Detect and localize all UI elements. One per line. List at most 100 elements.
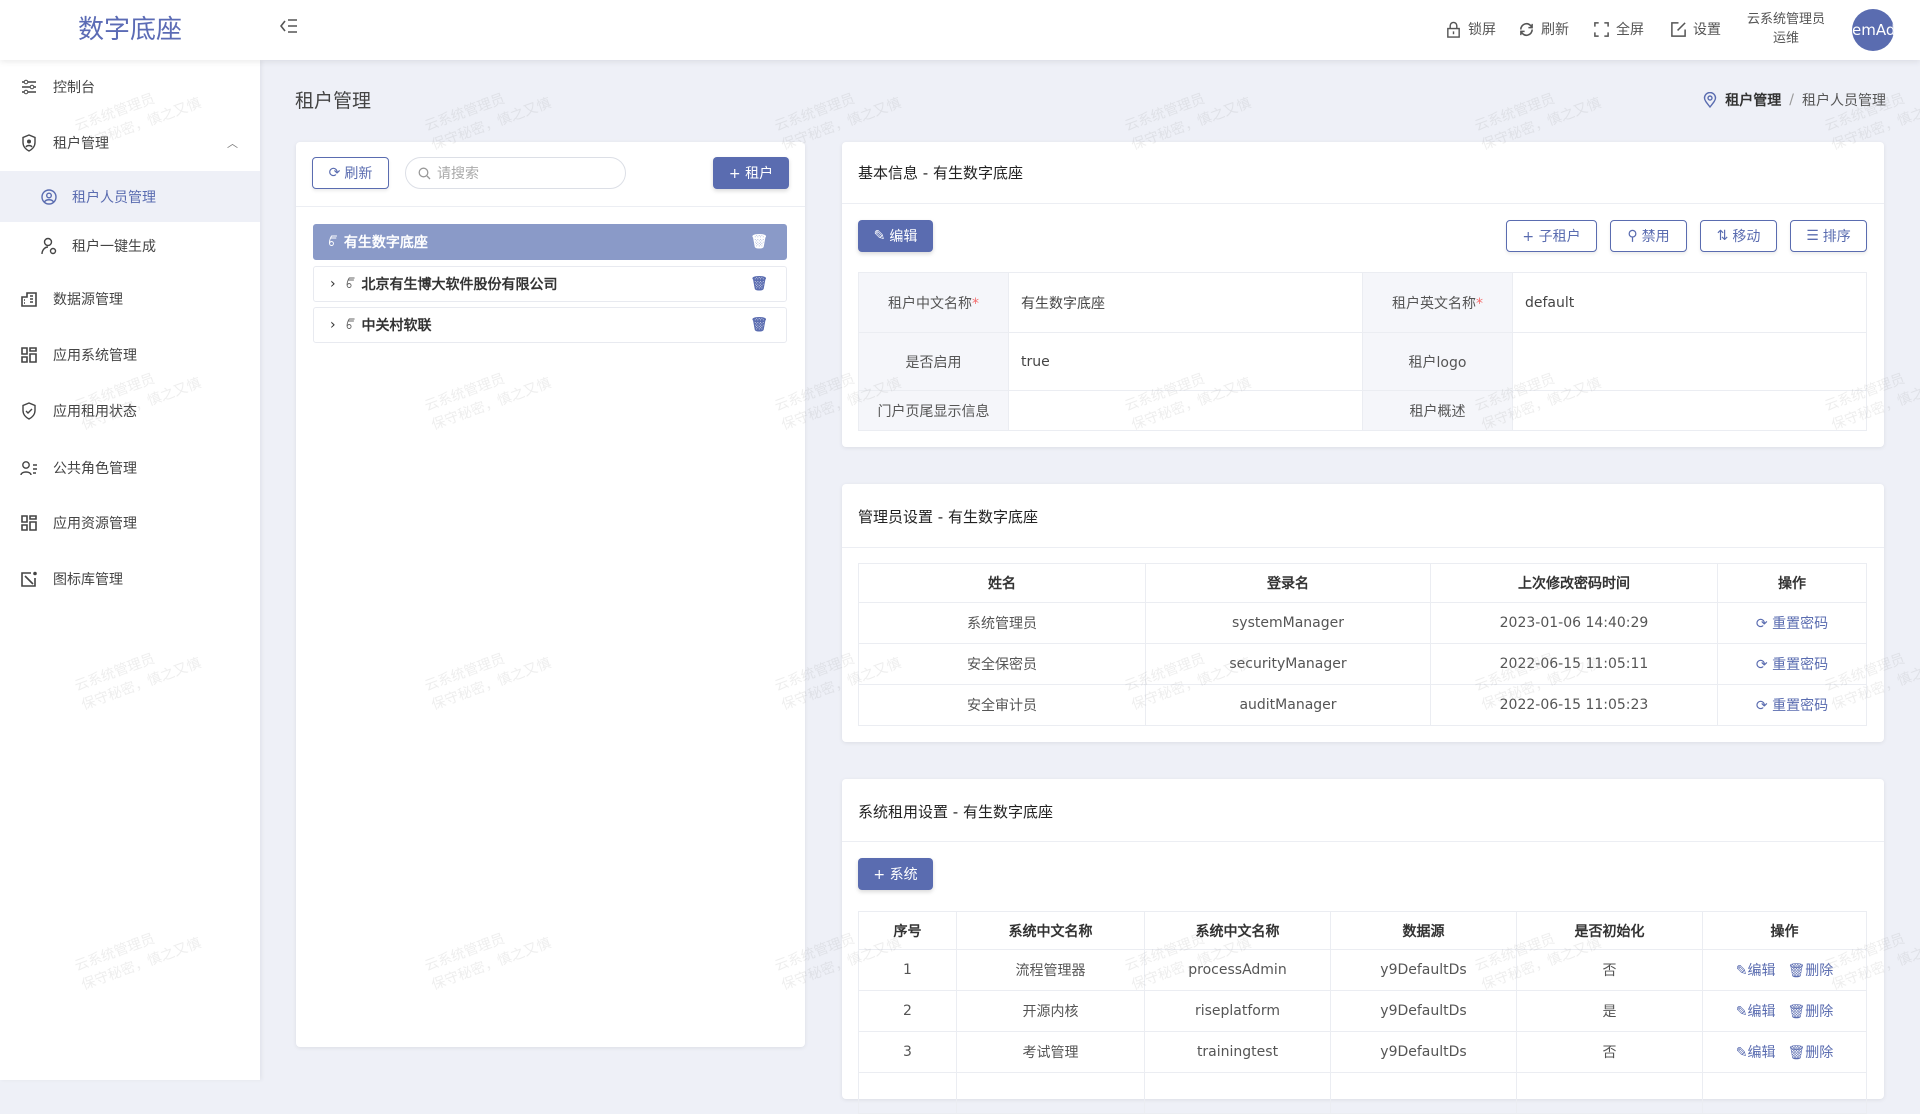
collapse-menu-icon[interactable] — [279, 18, 298, 39]
delete-icon[interactable]: 🗑︎ — [750, 317, 768, 333]
disable-label: 禁用 — [1641, 229, 1670, 245]
image-edit-icon — [20, 570, 38, 588]
avatar[interactable]: emAd — [1852, 9, 1894, 51]
edit-link[interactable]: ✎编辑 — [1735, 1045, 1776, 1061]
edit-square-icon — [1671, 21, 1686, 37]
cell: 开源内核 — [956, 990, 1145, 1032]
cell: 2 — [858, 990, 957, 1032]
tree-node-label: 北京有生博大软件股份有限公司 — [361, 277, 558, 293]
refresh-button[interactable]: 刷新 — [1518, 19, 1569, 39]
admin-settings-card: 管理员设置 - 有生数字底座 姓名 登录名 上次修改密码时间 操作 系统管理员 syst… — [842, 484, 1884, 742]
sidebar-item-datasource[interactable]: 数据源管理 — [0, 276, 260, 322]
chevron-right-icon[interactable]: › — [330, 276, 336, 292]
add-tenant-button[interactable]: + 租户 — [713, 157, 789, 189]
sidebar-item-tenant-people[interactable]: 租户人员管理 — [0, 171, 260, 222]
lock-label: 锁屏 — [1468, 22, 1496, 38]
column-header: 上次修改密码时间 — [1430, 563, 1718, 603]
grid-icon — [20, 346, 38, 364]
chevron-right-icon[interactable]: › — [330, 317, 336, 333]
sidebar-item-label: 应用系统管理 — [53, 348, 137, 364]
tree-node-selected[interactable]: ꔿ 有生数字底座 🗑︎ — [313, 224, 787, 260]
delete-icon[interactable]: 🗑︎ — [750, 276, 768, 292]
add-system-button[interactable]: + 系统 — [858, 858, 933, 890]
location-pin-icon — [1704, 92, 1717, 108]
breadcrumb-item[interactable]: 租户管理 — [1725, 93, 1782, 109]
sidebar-item-tenant-management[interactable]: 租户管理 ︿ — [0, 120, 260, 166]
sidebar-item-icon-library[interactable]: 图标库管理 — [0, 556, 260, 602]
user-icon: ⚲ — [1627, 228, 1638, 244]
tree-node[interactable]: › ꔿ 北京有生博大软件股份有限公司 🗑︎ — [313, 266, 787, 302]
refresh-label: 刷新 — [1541, 22, 1569, 38]
user-info[interactable]: 云系统管理员 运维 — [1742, 10, 1830, 48]
cell: processAdmin — [1144, 949, 1331, 991]
tenant-tree-panel: ⟳ 刷新 请搜索 + 租户 ꔿ 有生数字底座 🗑︎ › ꔿ 北京有生博大软件股份有限公司 🗑… — [296, 142, 805, 1047]
edit-link[interactable]: ✎编辑 — [1735, 963, 1776, 979]
page-title: 租户管理 — [295, 90, 372, 112]
field-value: true — [1008, 332, 1363, 391]
fullscreen-button[interactable]: 全屏 — [1593, 19, 1644, 39]
lock-screen-button[interactable]: 锁屏 — [1445, 19, 1496, 39]
shield-user-icon — [20, 134, 38, 152]
field-label: 是否启用 — [858, 332, 1009, 391]
cell: 2022-06-15 11:05:11 — [1430, 643, 1718, 685]
cell: y9DefaultDs — [1330, 1031, 1517, 1073]
building-icon — [20, 290, 38, 308]
list-icon: ☰ — [1806, 228, 1819, 244]
delete-link[interactable]: 🗑︎删除 — [1787, 1045, 1834, 1061]
sort-label: 排序 — [1822, 229, 1851, 245]
delete-link[interactable]: 🗑︎删除 — [1787, 1004, 1834, 1020]
tree-search-input[interactable]: 请搜索 — [405, 157, 626, 189]
reset-password-link[interactable]: ⟳ 重置密码 — [1755, 657, 1829, 673]
tree-refresh-button[interactable]: ⟳ 刷新 — [312, 157, 389, 189]
cell: 安全审计员 — [858, 684, 1146, 726]
breadcrumb-separator: / — [1789, 92, 1794, 108]
sidebar-item-dashboard[interactable]: 控制台 — [0, 64, 260, 110]
edit-button[interactable]: ✎ 编辑 — [858, 220, 933, 252]
sidebar-item-tenant-generate[interactable]: 租户一键生成 — [0, 223, 260, 269]
delete-link[interactable]: 🗑︎删除 — [1787, 963, 1834, 979]
delete-icon[interactable]: 🗑︎ — [750, 234, 768, 250]
cell: systemManager — [1145, 602, 1431, 644]
sidebar: 控制台 租户管理 ︿ 租户人员管理 租户一键生成 数据源管理 应用系统管理 应用租… — [0, 60, 260, 1080]
sidebar-item-label: 数据源管理 — [53, 292, 123, 308]
field-value — [1512, 390, 1867, 431]
disable-button[interactable]: ⚲ 禁用 — [1610, 220, 1687, 252]
table-row: 安全审计员 auditManager 2022-06-15 11:05:23 ⟳ 重置… — [858, 684, 1867, 726]
user-list-icon — [20, 459, 38, 477]
cell: 2023-01-06 14:40:29 — [1430, 602, 1718, 644]
column-header: 系统中文名称 — [956, 911, 1145, 950]
sidebar-item-app-rental[interactable]: 应用租用状态 — [0, 388, 260, 434]
table-row: 安全保密员 securityManager 2022-06-15 11:05:11 ⟳… — [858, 643, 1867, 685]
users-icon: ꔿ — [345, 276, 356, 292]
add-child-tenant-button[interactable]: + 子租户 — [1506, 220, 1597, 252]
cell: 否 — [1516, 1031, 1703, 1073]
sidebar-item-public-roles[interactable]: 公共角色管理 — [0, 445, 260, 491]
sidebar-item-label: 应用租用状态 — [53, 404, 137, 420]
pencil-icon: ✎ — [873, 228, 886, 244]
reset-password-link[interactable]: ⟳ 重置密码 — [1755, 698, 1829, 714]
sidebar-item-label: 公共角色管理 — [53, 461, 137, 477]
settings-button[interactable]: 设置 — [1670, 19, 1721, 39]
move-button[interactable]: ⇅ 移动 — [1700, 220, 1777, 252]
breadcrumb: 租户管理 / 租户人员管理 — [1703, 90, 1886, 110]
edit-link[interactable]: ✎编辑 — [1735, 1004, 1776, 1020]
card-title: 管理员设置 - 有生数字底座 — [858, 508, 1038, 526]
sidebar-item-app-resources[interactable]: 应用资源管理 — [0, 500, 260, 546]
tree-node[interactable]: › ꔿ 中关村软联 🗑︎ — [313, 307, 787, 343]
cell: 2022-06-15 11:05:23 — [1430, 684, 1718, 726]
field-value: 有生数字底座 — [1008, 272, 1363, 333]
column-header: 操作 — [1702, 911, 1867, 950]
sort-button[interactable]: ☰ 排序 — [1790, 220, 1867, 252]
breadcrumb-item-current: 租户人员管理 — [1802, 93, 1886, 109]
tree-node-label: 中关村软联 — [361, 318, 432, 334]
sidebar-item-app-systems[interactable]: 应用系统管理 — [0, 332, 260, 378]
sliders-icon — [20, 78, 38, 96]
divider — [296, 206, 805, 207]
cell: riseplatform — [1144, 990, 1331, 1032]
fullscreen-icon — [1594, 21, 1609, 37]
sidebar-item-label: 租户人员管理 — [72, 189, 156, 206]
shield-check-icon — [20, 402, 38, 420]
reset-password-link[interactable]: ⟳ 重置密码 — [1755, 616, 1829, 632]
user-role: 运维 — [1772, 31, 1799, 46]
app-logo: 数字底座 — [77, 15, 182, 45]
